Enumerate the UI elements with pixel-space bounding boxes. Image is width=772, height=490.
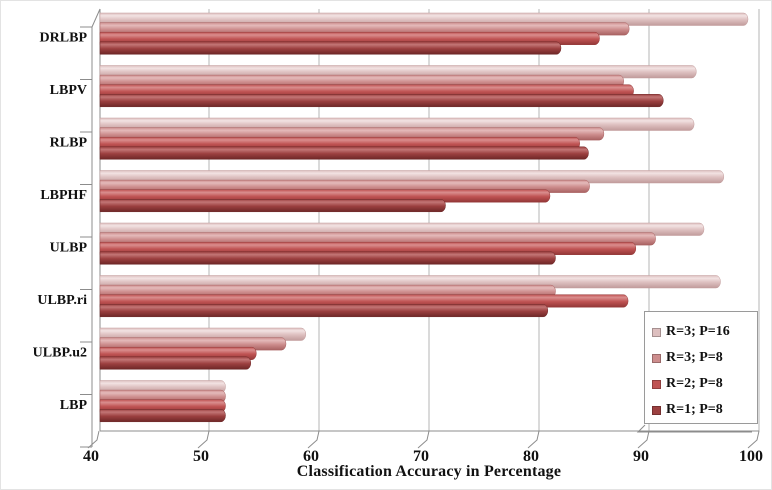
- legend-swatch: [652, 406, 661, 415]
- bar: [99, 41, 562, 55]
- legend: R=3; P=16 R=3; P=8 R=2; P=8 R=1; P=8: [644, 311, 758, 424]
- x-tick-label: 60: [303, 448, 319, 465]
- category-label: DRLBP: [40, 30, 88, 45]
- x-tick-label: 40: [83, 448, 99, 465]
- category-label: LBPV: [50, 83, 87, 98]
- x-tick: [307, 430, 320, 449]
- x-tick: [197, 430, 210, 449]
- category-label: RLBP: [50, 135, 88, 150]
- x-axis-title: Classification Accuracy in Percentage: [296, 463, 562, 480]
- legend-3d-edge: [636, 424, 752, 433]
- legend-swatch: [652, 354, 661, 363]
- x-tick-label: 50: [193, 448, 209, 465]
- x-tick: [417, 430, 430, 449]
- legend-label: R=2; P=8: [666, 376, 723, 391]
- x-tick-label: 100: [739, 448, 763, 465]
- bar: [99, 356, 252, 370]
- category-label: ULBP: [50, 240, 88, 255]
- x-tick-label: 70: [413, 448, 429, 465]
- legend-item: R=1; P=8: [645, 397, 757, 423]
- legend-label: R=1; P=8: [666, 402, 723, 417]
- legend-item: R=3; P=16: [645, 319, 757, 345]
- legend-label: R=3; P=16: [666, 324, 730, 339]
- bar: [99, 146, 589, 160]
- category-label: LBP: [60, 398, 88, 413]
- legend-swatch: [652, 380, 661, 389]
- x-tick: [637, 430, 650, 449]
- x-tick-label: 90: [633, 448, 649, 465]
- x-tick: [87, 430, 100, 449]
- legend-item: R=2; P=8: [645, 371, 757, 397]
- category-label: ULBP.ri: [37, 293, 87, 308]
- bar: [99, 199, 446, 213]
- legend-swatch: [652, 328, 661, 337]
- x-tick-label: 80: [523, 448, 539, 465]
- x-tick: [747, 430, 760, 449]
- legend-item: R=3; P=8: [645, 345, 757, 371]
- x-tick: [527, 430, 540, 449]
- bar: [99, 251, 556, 265]
- category-label: ULBP.u2: [33, 345, 87, 360]
- bar: [99, 94, 664, 108]
- y-axis-3d-slant: [91, 8, 101, 28]
- bar: [99, 409, 226, 423]
- category-label: LBPHF: [40, 188, 87, 203]
- bar: [99, 304, 549, 318]
- legend-label: R=3; P=8: [666, 350, 723, 365]
